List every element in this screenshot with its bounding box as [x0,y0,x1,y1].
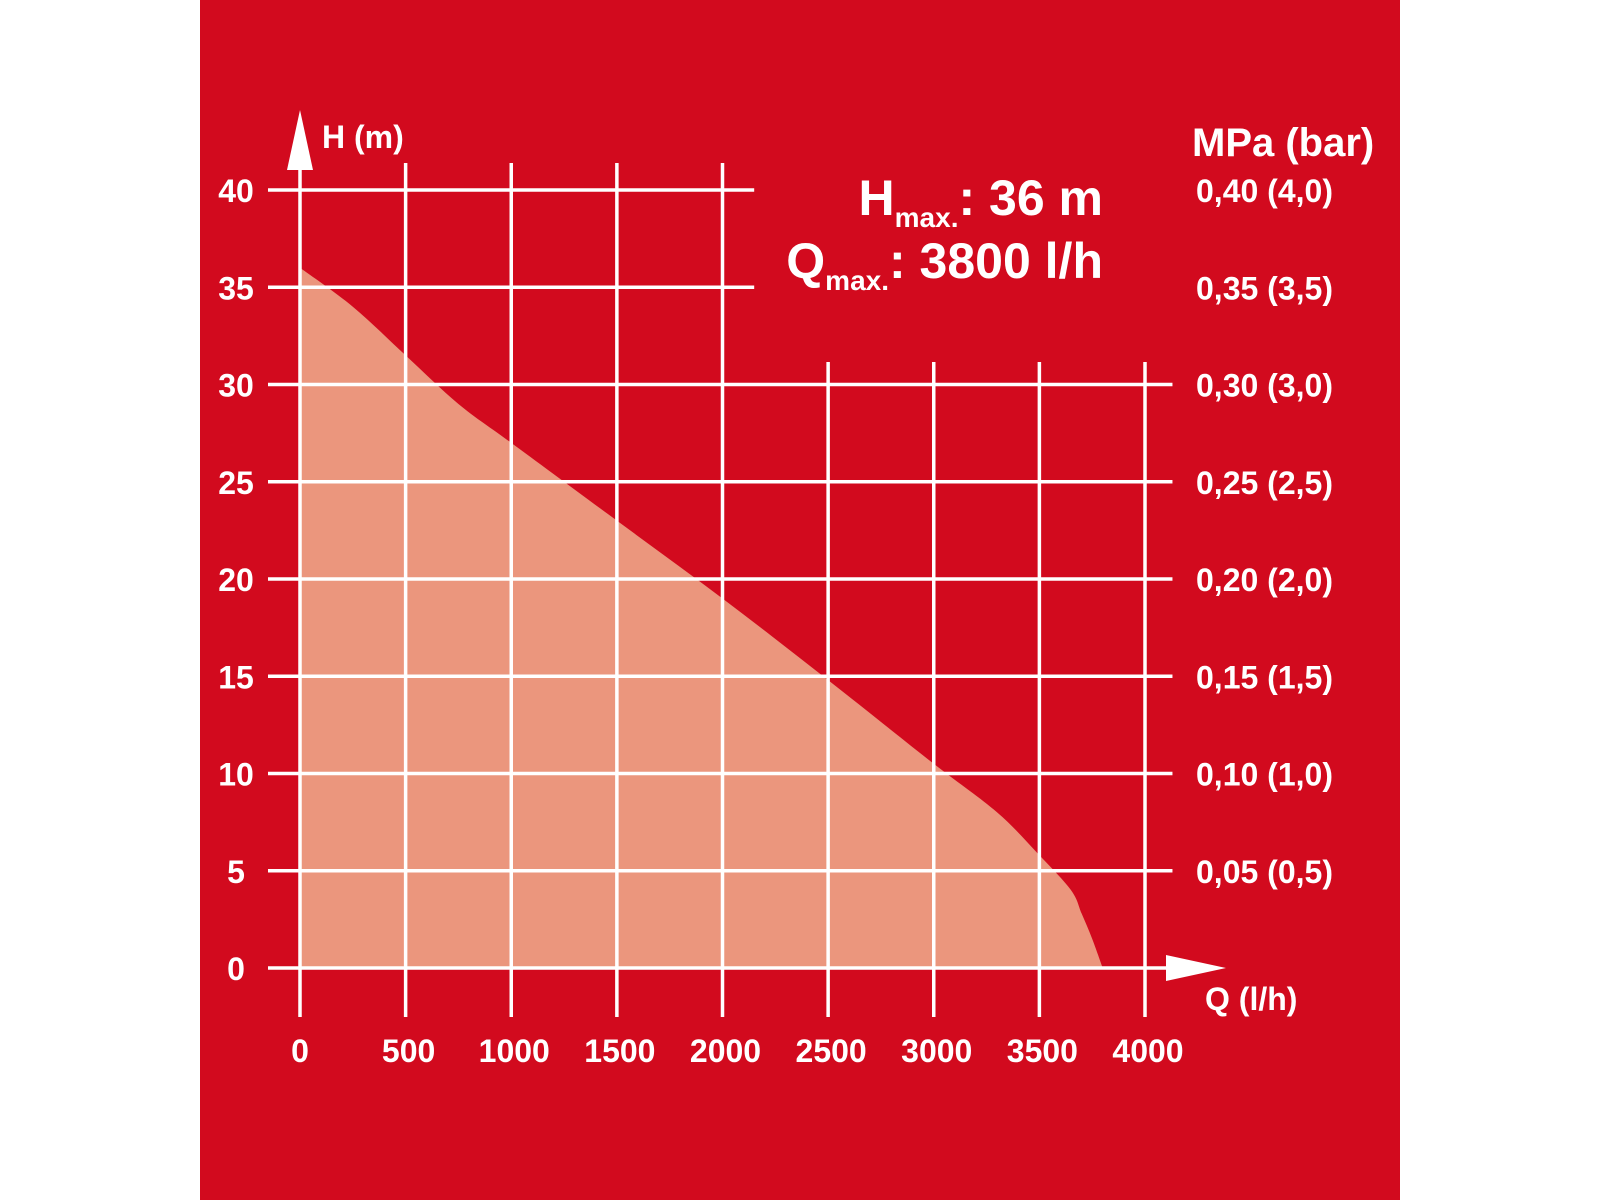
x-tick-label: 1500 [584,1033,655,1069]
right-tick-label: 0,05 (0,5) [1196,854,1333,890]
tick-labels: 0 5 10 15 20 25 30 35 40 0 500 1000 1500 2000 2500 3000… [218,173,1333,1069]
qmax-label: Q [786,233,825,289]
x-tick-label: 1000 [479,1033,550,1069]
x-axis-label: Q (l/h) [1205,981,1297,1017]
hmax-label: H [859,170,895,226]
y-axis-label: H (m) [322,119,404,155]
x-tick-label: 500 [382,1033,435,1069]
x-tick-label: 3000 [901,1033,972,1069]
right-tick-label: 0,40 (4,0) [1196,173,1333,209]
x-tick-label: 0 [291,1033,309,1069]
right-tick-label: 0,25 (2,5) [1196,465,1333,501]
right-tick-label: 0,20 (2,0) [1196,562,1333,598]
right-tick-label: 0,35 (3,5) [1196,270,1333,306]
qmax-value: : 3800 l/h [889,233,1103,289]
right-tick-label: 0,30 (3,0) [1196,368,1333,404]
right-tick-label: 0,10 (1,0) [1196,757,1333,793]
y-tick-label: 35 [218,270,254,306]
y-axis-arrow [287,110,313,170]
y-tick-label: 5 [227,854,245,890]
y-tick-label: 30 [218,368,254,404]
performance-curve-area [300,267,1103,968]
hmax-value: : 36 m [958,170,1103,226]
qmax-annotation: Qmax.: 3800 l/h [786,233,1103,296]
x-axis-arrow [1166,955,1226,981]
hmax-subscript: max. [895,202,959,233]
y-tick-label: 40 [218,173,254,209]
x-tick-label: 2500 [796,1033,867,1069]
y-tick-label: 10 [218,757,254,793]
right-axis-title: MPa (bar) [1192,121,1374,165]
hmax-annotation: Hmax.: 36 m [859,170,1103,233]
x-tick-label: 2000 [690,1033,761,1069]
right-tick-label: 0,15 (1,5) [1196,659,1333,695]
grid-lines [268,163,1173,1017]
y-tick-label: 0 [227,951,245,987]
x-tick-label: 4000 [1112,1033,1183,1069]
y-tick-label: 20 [218,562,254,598]
qmax-subscript: max. [825,265,889,296]
y-tick-label: 15 [218,659,254,695]
x-tick-label: 3500 [1007,1033,1078,1069]
axes [287,110,1226,981]
y-tick-label: 25 [218,465,254,501]
